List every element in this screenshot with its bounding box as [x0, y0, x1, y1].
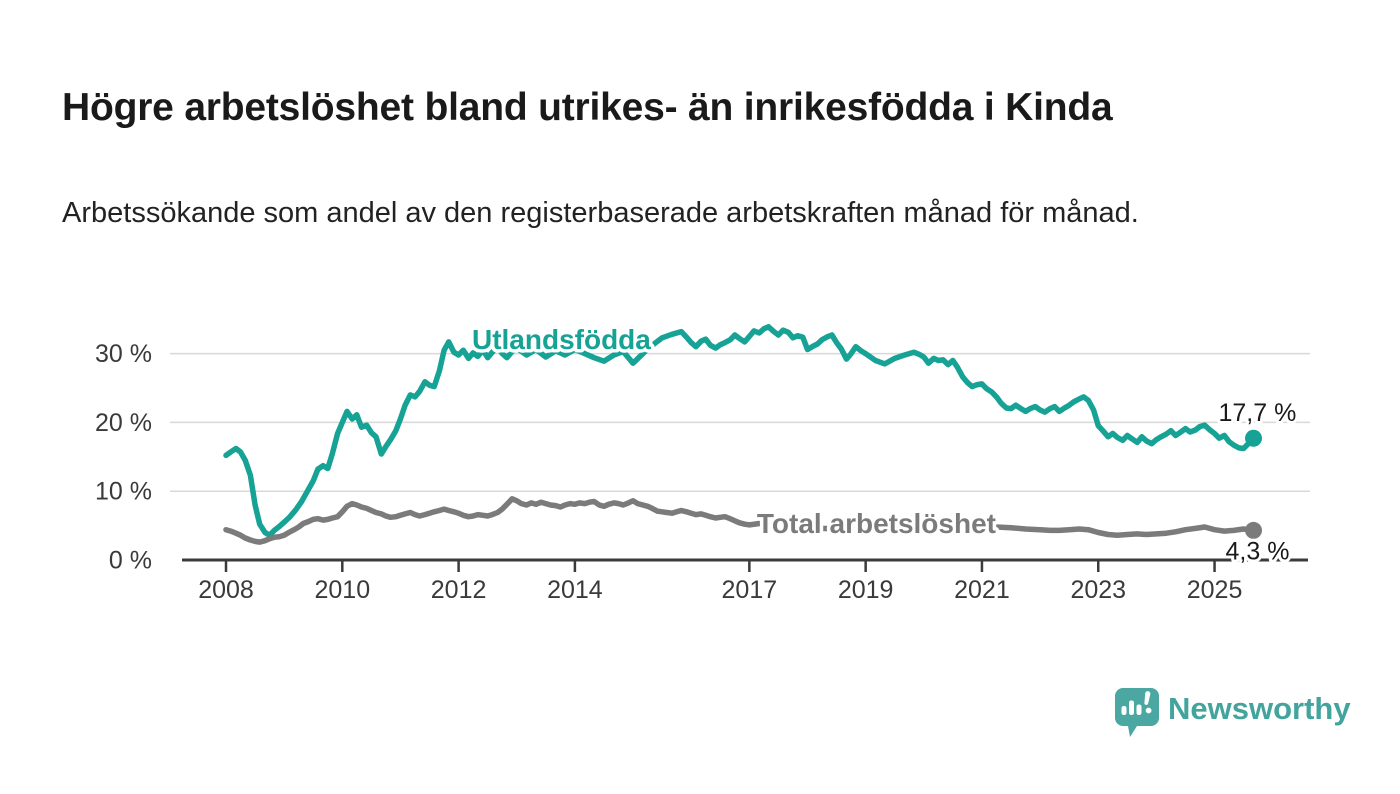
series-label: Utlandsfödda	[472, 324, 651, 355]
x-axis-tick-label: 2021	[954, 576, 1010, 604]
series-label: Total arbetslöshet	[757, 508, 996, 539]
series-line-utlandsfodda	[223, 324, 1257, 538]
series-end-dot	[1245, 521, 1263, 539]
x-axis-tick-label: 2010	[314, 576, 370, 604]
x-axis-tick-label: 2008	[198, 576, 254, 604]
data-series	[223, 324, 1263, 545]
x-axis-tick-label: 2012	[431, 576, 487, 604]
newsworthy-wordmark: Newsworthy	[1168, 691, 1351, 726]
x-axis-tick-label: 2014	[547, 576, 603, 604]
y-axis-tick-label: 10 %	[95, 478, 152, 506]
series-line-total	[223, 496, 1257, 545]
chart-subtitle: Arbetssökande som andel av den registerb…	[62, 197, 1139, 229]
x-axis-tick-label: 2019	[838, 576, 894, 604]
series-end-dot	[1245, 429, 1263, 447]
y-axis-tick-label: 30 %	[95, 340, 152, 368]
x-axis-tick-label: 2025	[1187, 576, 1243, 604]
y-axis-tick-label: 20 %	[95, 409, 152, 437]
newsworthy-logo: Newsworthy	[1115, 688, 1351, 737]
x-axis-tick-label: 2023	[1070, 576, 1126, 604]
mini-bar-chart-glyph	[1121, 691, 1152, 715]
chart-title: Högre arbetslöshet bland utrikes- än inr…	[62, 86, 1113, 130]
chart-labels: 0 % 10 % 20 % 30 % Utlandsfödda 17,7 % Total a…	[95, 321, 1299, 575]
end-value-label: 17,7 %	[1219, 399, 1297, 427]
x-axis-tick-label: 2017	[722, 576, 778, 604]
x-axis: 2008 2010 2012 2014 2017 2019 2021 2023 2025	[182, 558, 1308, 604]
end-value-label: 4,3 %	[1226, 537, 1290, 565]
y-axis-tick-label: 0 %	[109, 547, 152, 575]
